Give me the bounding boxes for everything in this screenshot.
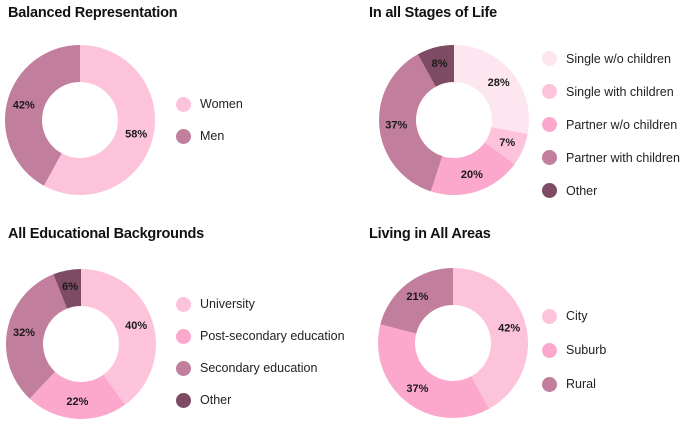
chart-legend: City Suburb Rural bbox=[542, 299, 606, 401]
legend-item-women: Women bbox=[176, 88, 243, 120]
donut-slice-partner-w-o-children bbox=[430, 142, 515, 196]
data-label-university: 40% bbox=[125, 320, 147, 332]
legend-item-suburb: Suburb bbox=[542, 333, 606, 367]
legend-item-single-w-o-children: Single w/o children bbox=[542, 42, 680, 75]
data-label-suburb: 37% bbox=[406, 383, 428, 395]
chart-legend: Single w/o children Single with children P… bbox=[542, 42, 680, 207]
chart-legend: Women Men bbox=[176, 88, 243, 152]
legend-swatch bbox=[176, 392, 191, 408]
data-label-partner-w-o-children: 20% bbox=[461, 169, 483, 181]
legend-item-partner-w-o-children: Partner w/o children bbox=[542, 108, 680, 141]
legend-item-men: Men bbox=[176, 120, 243, 152]
legend-label: Women bbox=[200, 97, 243, 111]
donut-slice-secondary-education bbox=[5, 274, 68, 399]
chart-panel-living-areas: Living in All Areas 42% 37% 21% City Suburb… bbox=[361, 221, 694, 437]
legend-swatch bbox=[542, 183, 557, 198]
legend-item-city: City bbox=[542, 299, 606, 333]
chart-title: All Educational Backgrounds bbox=[8, 226, 205, 242]
data-label-other: 8% bbox=[432, 58, 448, 70]
legend-label: Single with children bbox=[566, 84, 674, 99]
legend-item-university: University bbox=[176, 288, 345, 320]
donut-chart: 40% 22% 32% 6% bbox=[5, 269, 156, 419]
chart-panel-balanced-representation: Balanced Representation 58% 42% Women Men bbox=[0, 0, 347, 216]
donut-slice-suburb bbox=[378, 324, 490, 418]
chart-title: Living in All Areas bbox=[369, 226, 491, 242]
data-label-single-w-o-children: 28% bbox=[488, 77, 510, 89]
legend-label: Partner with children bbox=[566, 150, 680, 165]
data-label-other: 6% bbox=[62, 281, 78, 293]
donut-slice-rural bbox=[380, 268, 453, 334]
legend-label: Men bbox=[200, 129, 225, 143]
donut-slice-other bbox=[417, 45, 454, 87]
donut-slice-single-with-children bbox=[484, 127, 528, 165]
legend-label: City bbox=[566, 309, 588, 323]
data-label-women: 58% bbox=[125, 128, 147, 140]
data-label-secondary-education: 32% bbox=[13, 327, 35, 339]
legend-label: Other bbox=[200, 393, 232, 407]
donut-slice-university bbox=[81, 269, 156, 405]
legend-item-single-with-children: Single with children bbox=[542, 75, 680, 108]
legend-swatch bbox=[542, 376, 557, 392]
data-label-rural: 21% bbox=[406, 291, 428, 303]
legend-label: Single w/o children bbox=[566, 51, 671, 66]
data-label-partner-with-children: 37% bbox=[385, 119, 407, 131]
donut-slice-women bbox=[43, 45, 155, 195]
donut-slice-single-w-o-children bbox=[454, 45, 529, 135]
chart-title: Balanced Representation bbox=[8, 5, 178, 21]
legend-swatch bbox=[176, 296, 191, 312]
legend-swatch bbox=[176, 96, 191, 112]
legend-swatch bbox=[542, 308, 557, 324]
donut-slice-city bbox=[453, 268, 528, 409]
data-label-single-with-children: 7% bbox=[499, 137, 515, 149]
legend-swatch bbox=[176, 360, 191, 376]
donut-chart: 28% 7% 20% 37% 8% bbox=[378, 45, 529, 196]
legend-label: Partner w/o children bbox=[566, 117, 678, 132]
legend-swatch bbox=[542, 342, 557, 358]
legend-label: Post-secondary education bbox=[200, 329, 345, 343]
donut-slice-post-secondary-education bbox=[29, 371, 126, 419]
legend-label: Suburb bbox=[566, 343, 607, 357]
data-label-post-secondary-education: 22% bbox=[66, 396, 88, 408]
legend-label: Other bbox=[566, 183, 598, 198]
legend-swatch bbox=[176, 128, 191, 144]
legend-swatch bbox=[542, 150, 557, 165]
legend-item-post-secondary-education: Post-secondary education bbox=[176, 320, 345, 352]
legend-label: Secondary education bbox=[200, 361, 318, 375]
data-label-men: 42% bbox=[13, 100, 35, 112]
donut-slice-other bbox=[53, 269, 81, 309]
legend-swatch bbox=[542, 51, 557, 66]
chart-panel-stages-of-life: In all Stages of Life 28% 7% 20% 37% 8% Sing… bbox=[361, 0, 694, 216]
donut-slice-men bbox=[4, 45, 80, 186]
legend-swatch bbox=[176, 328, 191, 344]
legend-swatch bbox=[542, 117, 557, 132]
legend-item-partner-with-children: Partner with children bbox=[542, 141, 680, 174]
donut-chart: 58% 42% bbox=[4, 45, 155, 195]
data-label-city: 42% bbox=[498, 323, 520, 335]
chart-legend: University Post-secondary education Second… bbox=[176, 288, 345, 416]
legend-item-other: Other bbox=[542, 174, 680, 207]
donut-chart: 42% 37% 21% bbox=[378, 268, 528, 418]
legend-label: University bbox=[200, 297, 255, 311]
legend-item-rural: Rural bbox=[542, 367, 606, 401]
legend-label: Rural bbox=[566, 377, 596, 391]
chart-panel-educational-backgrounds: All Educational Backgrounds 40% 22% 32% 6% … bbox=[0, 221, 347, 437]
legend-item-secondary-education: Secondary education bbox=[176, 352, 345, 384]
chart-title: In all Stages of Life bbox=[369, 5, 497, 21]
donut-slice-partner-with-children bbox=[378, 54, 443, 192]
legend-item-other: Other bbox=[176, 384, 345, 416]
legend-swatch bbox=[542, 84, 557, 99]
